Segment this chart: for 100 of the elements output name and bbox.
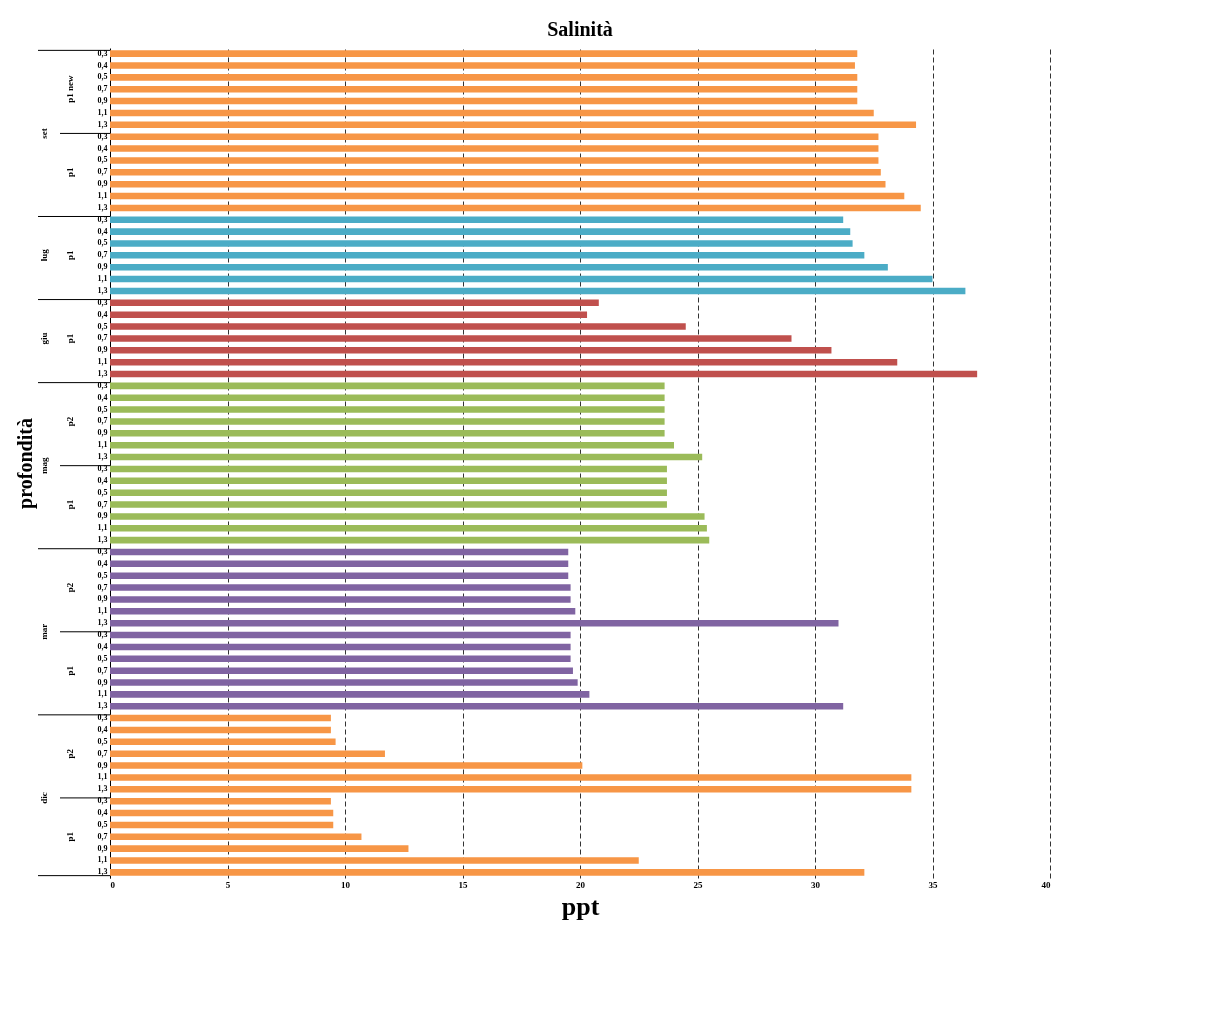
bar [110, 335, 792, 342]
bar [110, 738, 336, 746]
bar [110, 869, 865, 876]
bar [110, 477, 667, 485]
y-tick-label: 0,5 [97, 155, 108, 165]
y-tick-label: 0,3 [97, 796, 108, 806]
bar [110, 133, 879, 140]
y-tick-label: 0,9 [97, 511, 108, 521]
y-tick-label: 1,3 [97, 618, 108, 628]
bar [110, 572, 569, 579]
y-tick-label: 1,1 [97, 606, 108, 616]
y-tick-label: 0,3 [97, 380, 108, 390]
bar [110, 833, 362, 841]
bar [110, 667, 573, 674]
y-tick-label: 0,7 [97, 831, 108, 841]
bar [110, 370, 978, 378]
bar [110, 786, 912, 793]
bar [110, 347, 832, 354]
bar [110, 845, 409, 852]
text: p1 [65, 665, 75, 676]
y-tick-label: 0,7 [97, 665, 108, 675]
bar [110, 513, 705, 520]
y-tick-label: 0,5 [97, 487, 108, 497]
bar [110, 691, 590, 698]
x-tick-label: 10 [341, 879, 351, 890]
text: p1 [65, 499, 75, 510]
y-tick-label: 0,7 [97, 416, 108, 426]
bar [110, 299, 599, 307]
bar [110, 74, 858, 81]
bar [110, 762, 583, 769]
text: giu [39, 332, 49, 345]
bar [110, 453, 703, 461]
y-tick-label: 1,3 [97, 535, 108, 545]
bar [110, 157, 879, 164]
y-tick-label: 0,4 [97, 60, 108, 70]
bar [110, 192, 905, 200]
text: p2 [65, 416, 75, 427]
y-tick-label: 0,7 [97, 582, 108, 592]
bar [110, 619, 839, 627]
bar [110, 50, 858, 57]
y-tick-label: 0,4 [97, 724, 108, 734]
y-tick-label: 0,4 [97, 808, 108, 818]
text: p2 [65, 748, 75, 759]
bar [110, 85, 858, 93]
text: p1 [65, 250, 75, 261]
bar [110, 252, 865, 259]
y-tick-label: 0,7 [97, 748, 108, 758]
x-tick-label: 25 [693, 879, 703, 890]
y-tick-label: 0,4 [97, 226, 108, 236]
bar [110, 643, 571, 651]
y-tick-label: 1,1 [97, 855, 108, 865]
y-tick-label: 1,1 [97, 274, 108, 284]
bar [110, 97, 858, 105]
bar [110, 323, 686, 330]
y-tick-label: 0,9 [97, 843, 108, 853]
bar [110, 145, 879, 152]
bar [110, 287, 966, 295]
bar [110, 204, 921, 212]
bar [110, 501, 667, 508]
y-tick-label: 0,9 [97, 262, 108, 272]
bar [110, 418, 665, 425]
bar [110, 240, 853, 247]
y-tick-label: 0,4 [97, 475, 108, 485]
y-tick-label: 0,3 [97, 546, 108, 556]
bar [110, 216, 844, 224]
bar [110, 726, 331, 734]
y-tick-label: 1,3 [97, 867, 108, 877]
y-tick-label: 0,9 [97, 594, 108, 604]
bar [110, 548, 569, 556]
bar [110, 608, 576, 615]
bar [110, 631, 571, 639]
y-tick-label: 0,7 [97, 250, 108, 260]
y-tick-label: 0,4 [97, 392, 108, 402]
y-tick-label: 0,7 [97, 167, 108, 177]
y-tick-label: 0,5 [97, 819, 108, 829]
x-tick-label: 40 [1041, 879, 1051, 890]
y-tick-label: 0,4 [97, 558, 108, 568]
x-tick-label: 5 [225, 879, 231, 890]
y-tick-label: 1,1 [97, 107, 108, 117]
y-tick-label: 1,1 [97, 772, 108, 782]
bar [110, 679, 578, 686]
bar [110, 774, 912, 781]
y-tick-label: 0,7 [97, 84, 108, 94]
y-tick-label: 0,3 [97, 713, 108, 723]
y-tick-label: 1,1 [97, 689, 108, 699]
text: dic [39, 792, 49, 804]
y-tick-label: 1,1 [97, 523, 108, 533]
bar [110, 228, 851, 235]
bar [110, 358, 898, 366]
x-axis-title: ppt [561, 891, 600, 921]
bar [110, 62, 855, 69]
y-tick-label: 0,7 [97, 333, 108, 343]
x-tick-label: 20 [576, 879, 586, 890]
text: p1 [65, 831, 75, 842]
bar [110, 169, 881, 176]
chart-title: Salinità [547, 18, 613, 40]
y-tick-label: 1,3 [97, 202, 108, 212]
y-tick-label: 0,5 [97, 653, 108, 663]
bar [110, 382, 665, 390]
bar [110, 109, 874, 117]
